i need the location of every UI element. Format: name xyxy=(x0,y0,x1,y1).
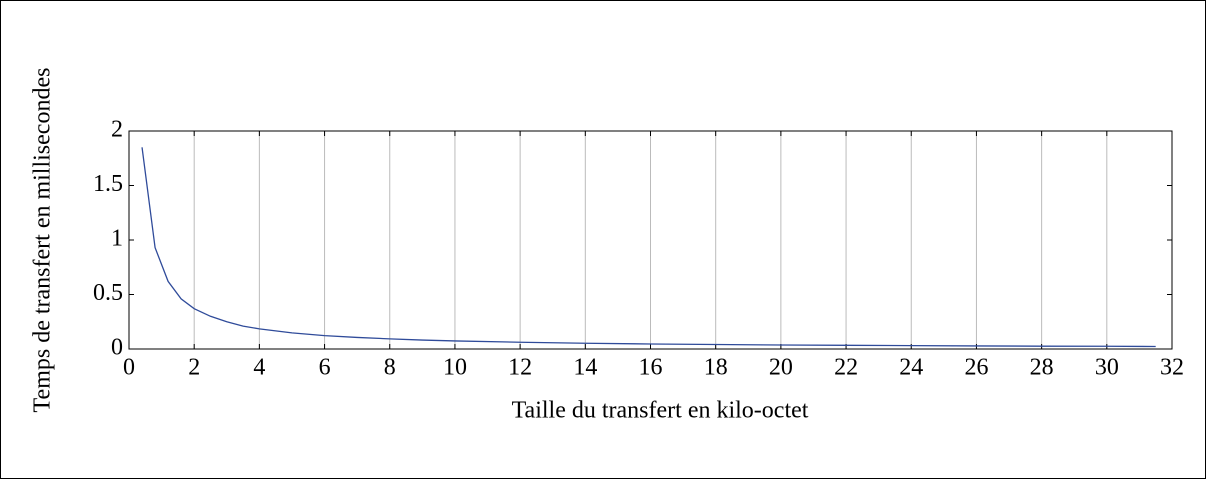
x-tick-label: 4 xyxy=(253,355,265,381)
x-tick-label: 16 xyxy=(639,355,663,381)
y-tick-label: 0 xyxy=(111,335,123,361)
x-tick-label: 30 xyxy=(1095,355,1119,381)
x-tick-label: 18 xyxy=(704,355,728,381)
y-tick-label: 0.5 xyxy=(93,280,123,306)
x-tick-label: 2 xyxy=(188,355,200,381)
line xyxy=(141,147,1156,348)
plot-border xyxy=(128,130,1173,350)
x-tick-label: 28 xyxy=(1030,355,1054,381)
x-tick-label: 20 xyxy=(769,355,793,381)
x-tick-label: 12 xyxy=(508,355,532,381)
x-tick-label: 8 xyxy=(384,355,396,381)
x-tick-label: 24 xyxy=(899,355,923,381)
x-tick-label: 6 xyxy=(319,355,331,381)
y-tick-label: 2 xyxy=(111,117,123,143)
x-tick-label: 26 xyxy=(964,355,988,381)
y-axis-label: Temps de transfert en millisecondes xyxy=(30,68,56,413)
x-tick-label: 0 xyxy=(123,355,135,381)
x-tick-label: 14 xyxy=(573,355,597,381)
x-tick-label: 10 xyxy=(443,355,467,381)
x-axis-label: Taille du transfert en kilo-octet xyxy=(512,398,809,424)
x-tick-label: 32 xyxy=(1160,355,1184,381)
x-tick-label: 22 xyxy=(834,355,858,381)
y-tick-label: 1 xyxy=(111,226,123,252)
y-tick-label: 1.5 xyxy=(93,171,123,197)
